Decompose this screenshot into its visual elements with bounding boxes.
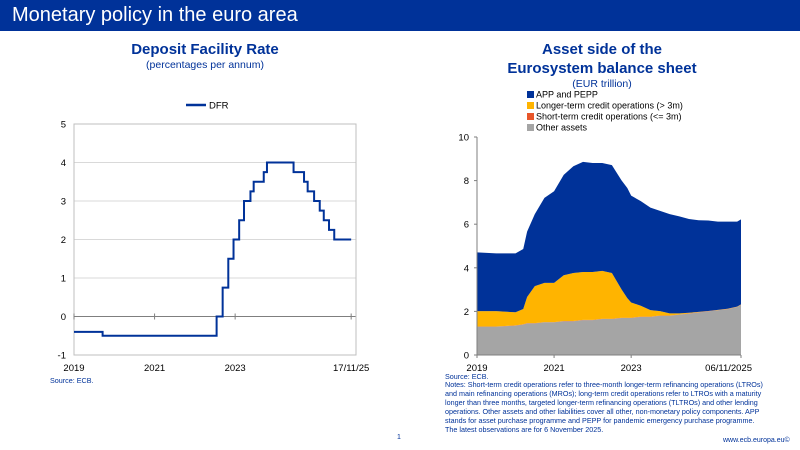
legend-label-short-term-credit-operations-3m: Short-term credit operations (<= 3m) <box>536 112 682 122</box>
x-tick-label: 17/11/25 <box>333 363 369 374</box>
y-tick-label: 2 <box>61 235 66 246</box>
legend-label-app-and-pepp: APP and PEPP <box>536 90 598 100</box>
dfr-chart-subtitle: (percentages per annum) <box>146 59 264 71</box>
x-tick-label: 2023 <box>621 363 642 373</box>
legend-swatch-longer-term-credit-operations-3m <box>527 102 534 109</box>
slide-title: Monetary policy in the euro area <box>12 4 298 26</box>
legend-swatch-other-assets <box>527 124 534 131</box>
dfr-chart: -1 0 1 2 3 4 5 2019 2021 2023 17/11/25 DFR <box>58 101 370 375</box>
legend-label-longer-term-credit-operations-3m: Longer-term credit operations (> 3m) <box>536 101 683 111</box>
y-tick-label: 6 <box>464 220 469 231</box>
y-tick-label: 8 <box>464 176 469 187</box>
x-tick-label: 2019 <box>466 363 487 373</box>
x-tick-label: 06/11/2025 <box>705 363 752 373</box>
y-tick-label: 0 <box>61 312 66 323</box>
area-app-and-pepp <box>477 161 741 314</box>
balance-sheet-subtitle: (EUR trillion) <box>572 78 632 90</box>
x-tick-label: 2021 <box>544 363 565 373</box>
y-tick-label: 5 <box>61 120 66 131</box>
legend-label-other-assets: Other assets <box>536 123 588 133</box>
area-longer-term-credit-operations-3m <box>477 270 741 327</box>
page-number: 1 <box>397 434 401 441</box>
x-tick-label: 2023 <box>225 363 246 374</box>
balance-sheet-title-line2: Eurosystem balance sheet <box>507 60 697 77</box>
balance-sheet-chart: 0 2 4 6 8 10 2019 2021 2023 06/11/2025 APP and PEP… <box>458 90 752 374</box>
x-tick-label: 2019 <box>63 363 84 374</box>
y-tick-label: 3 <box>61 197 66 208</box>
y-tick-label: 4 <box>61 158 66 169</box>
y-tick-label: 4 <box>464 263 469 274</box>
legend-swatch-short-term-credit-operations-3m <box>527 113 534 120</box>
x-tick-label: 2021 <box>144 363 165 374</box>
dfr-source: Source: ECB. <box>50 376 94 385</box>
y-tick-label: 1 <box>61 274 66 285</box>
legend-swatch-app-and-pepp <box>527 91 534 98</box>
dfr-chart-title: Deposit Facility Rate <box>131 41 279 58</box>
balance-sheet-title-line1: Asset side of the <box>541 41 663 58</box>
y-tick-label: -1 <box>58 351 66 362</box>
legend-label-dfr: DFR <box>209 101 229 112</box>
slide-header: Monetary policy in the euro area <box>0 0 800 31</box>
y-tick-label: 10 <box>458 133 469 144</box>
dfr-series-line <box>74 161 352 337</box>
y-tick-label: 0 <box>464 351 469 362</box>
balance-sheet-notes: Notes: Short-term credit operations refe… <box>445 380 763 434</box>
y-tick-label: 2 <box>464 307 469 318</box>
plot-frame <box>73 123 357 356</box>
ecb-website: www.ecb.europa.eu© <box>723 437 790 444</box>
balance-sheet-source: Source: ECB. <box>445 372 489 381</box>
area-other-assets <box>477 304 741 355</box>
